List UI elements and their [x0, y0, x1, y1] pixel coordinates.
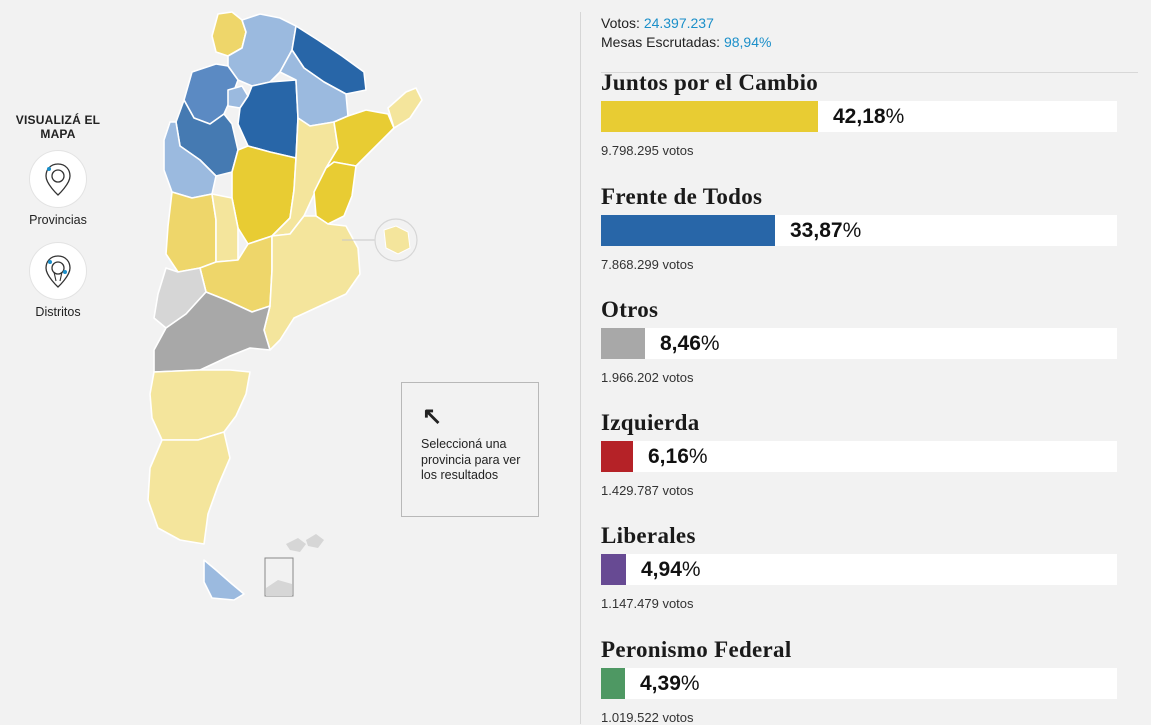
- result-bar-fill: [601, 554, 626, 585]
- provinces-button[interactable]: [30, 151, 86, 207]
- party-row[interactable]: Peronismo Federal 4,39% 1.019.522 votos: [601, 637, 1117, 725]
- tables-counted-value: 98,94%: [723, 34, 772, 50]
- summary-divider: [601, 72, 1138, 73]
- party-votes: 1.429.787 votos: [601, 483, 694, 498]
- province-misiones[interactable]: [387, 87, 423, 129]
- argentina-map[interactable]: [120, 0, 440, 610]
- votes-total-row: Votos: 24.397.237: [601, 14, 771, 33]
- party-name: Liberales: [601, 523, 696, 548]
- party-name: Izquierda: [601, 410, 700, 435]
- party-row[interactable]: Juntos por el Cambio 42,18% 9.798.295 vo…: [601, 70, 1117, 158]
- votes-total-label: Votos:: [601, 15, 640, 31]
- party-votes: 9.798.295 votos: [601, 143, 694, 158]
- map-controls: VISUALIZÁ EL MAPA Provincias Distritos: [8, 113, 108, 319]
- result-bar-track: 6,16%: [601, 441, 1117, 472]
- party-votes: 1.019.522 votos: [601, 710, 694, 725]
- party-row[interactable]: Otros 8,46% 1.966.202 votos: [601, 297, 1117, 385]
- result-bar-track: 33,87%: [601, 215, 1117, 246]
- party-name: Frente de Todos: [601, 184, 763, 209]
- province-buenosaires[interactable]: [263, 215, 361, 351]
- tables-counted-row: Mesas Escrutadas: 98,94%: [601, 33, 771, 52]
- result-percent: 4,39%: [640, 672, 700, 695]
- hint-box: ↖ Seleccioná una provincia para ver los …: [401, 382, 539, 517]
- tables-counted-label: Mesas Escrutadas:: [601, 34, 721, 50]
- result-bar-track: 4,39%: [601, 668, 1117, 699]
- province-caba[interactable]: [383, 225, 411, 255]
- provinces-label: Provincias: [29, 213, 87, 227]
- result-percent: 33,87%: [790, 219, 862, 242]
- province-mendoza[interactable]: [165, 191, 217, 273]
- party-name: Peronismo Federal: [601, 637, 792, 662]
- result-bar-fill: [601, 215, 775, 246]
- result-bar-track: 42,18%: [601, 101, 1117, 132]
- result-percent: 6,16%: [648, 445, 708, 468]
- party-votes: 1.147.479 votos: [601, 596, 694, 611]
- party-name: Juntos por el Cambio: [601, 70, 819, 95]
- islands-malvinas: [286, 534, 324, 552]
- result-bar-track: 4,94%: [601, 554, 1117, 585]
- province-chubut[interactable]: [149, 369, 251, 441]
- party-votes: 1.966.202 votos: [601, 370, 694, 385]
- arrow-up-left-icon: ↖: [422, 403, 443, 430]
- province-entrerios[interactable]: [313, 161, 357, 225]
- antarctica-shape: [266, 580, 292, 596]
- party-row[interactable]: Izquierda 6,16% 1.429.787 votos: [601, 410, 1117, 498]
- party-row[interactable]: Liberales 4,94% 1.147.479 votos: [601, 523, 1117, 611]
- province-santacruz[interactable]: [147, 431, 231, 545]
- vertical-divider: [580, 12, 581, 724]
- result-bar-fill: [601, 101, 818, 132]
- party-votes: 7.868.299 votos: [601, 257, 694, 272]
- result-percent: 8,46%: [660, 332, 720, 355]
- results-summary: Votos: 24.397.237 Mesas Escrutadas: 98,9…: [601, 14, 771, 52]
- province-rionegro[interactable]: [153, 291, 271, 373]
- hint-text: Seleccioná una provincia para ver los re…: [421, 437, 521, 482]
- district-pin-icon: [45, 255, 71, 288]
- districts-button[interactable]: [30, 243, 86, 299]
- result-bar-fill: [601, 441, 633, 472]
- votes-total-value: 24.397.237: [643, 15, 714, 31]
- result-percent: 4,94%: [641, 558, 701, 581]
- districts-label: Distritos: [35, 305, 81, 319]
- party-row[interactable]: Frente de Todos 33,87% 7.868.299 votos: [601, 184, 1117, 272]
- party-name: Otros: [601, 297, 659, 322]
- result-bar-track: 8,46%: [601, 328, 1117, 359]
- location-pin-icon: [45, 163, 71, 196]
- province-tierradelfuego[interactable]: [203, 559, 245, 601]
- result-percent: 42,18%: [833, 105, 905, 128]
- result-bar-fill: [601, 668, 625, 699]
- map-controls-title: VISUALIZÁ EL MAPA: [15, 113, 101, 141]
- result-bar-fill: [601, 328, 645, 359]
